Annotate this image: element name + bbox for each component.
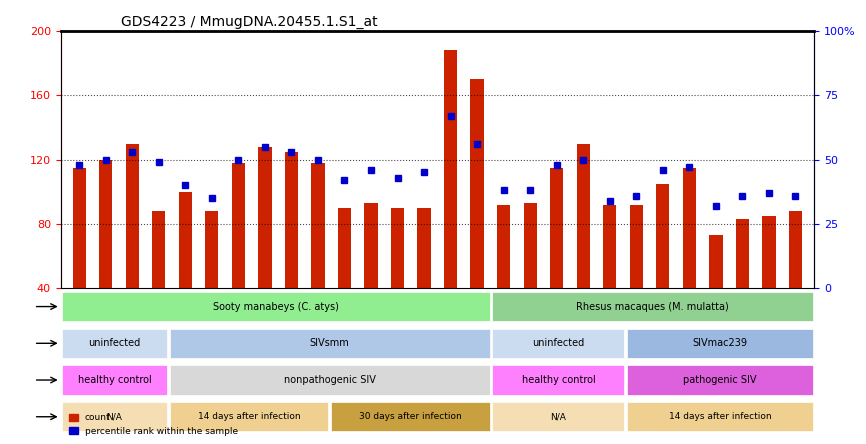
Bar: [603, 205, 617, 288]
Text: pathogenic SIV: pathogenic SIV: [683, 375, 757, 385]
Text: 14 days after infection: 14 days after infection: [197, 412, 301, 421]
Bar: [152, 211, 165, 288]
Text: healthy control: healthy control: [521, 375, 595, 385]
Text: Rhesus macaques (M. mulatta): Rhesus macaques (M. mulatta): [576, 301, 729, 312]
Bar: [762, 216, 776, 288]
Bar: [258, 147, 272, 288]
Bar: [232, 163, 245, 288]
Bar: [709, 235, 722, 288]
Bar: [391, 208, 404, 288]
FancyBboxPatch shape: [627, 329, 812, 358]
Text: 30 days after infection: 30 days after infection: [359, 412, 462, 421]
FancyBboxPatch shape: [493, 329, 624, 358]
FancyBboxPatch shape: [493, 402, 624, 432]
Bar: [73, 168, 86, 288]
FancyBboxPatch shape: [170, 329, 490, 358]
Bar: [682, 168, 696, 288]
Text: 14 days after infection: 14 days after infection: [669, 412, 772, 421]
FancyBboxPatch shape: [331, 402, 490, 432]
Text: GDS4223 / MmugDNA.20455.1.S1_at: GDS4223 / MmugDNA.20455.1.S1_at: [121, 15, 378, 29]
FancyBboxPatch shape: [493, 365, 624, 395]
Bar: [577, 143, 590, 288]
FancyBboxPatch shape: [170, 402, 328, 432]
Bar: [470, 79, 484, 288]
Text: nonpathogenic SIV: nonpathogenic SIV: [284, 375, 376, 385]
Text: uninfected: uninfected: [533, 338, 585, 348]
Text: N/A: N/A: [551, 412, 566, 421]
Bar: [656, 184, 669, 288]
Bar: [789, 211, 802, 288]
Bar: [338, 208, 351, 288]
Bar: [365, 203, 378, 288]
Bar: [417, 208, 430, 288]
Text: N/A: N/A: [107, 412, 122, 421]
Bar: [550, 168, 564, 288]
Text: SIVsmm: SIVsmm: [310, 338, 350, 348]
Text: Sooty manabeys (C. atys): Sooty manabeys (C. atys): [213, 301, 339, 312]
Text: healthy control: healthy control: [78, 375, 152, 385]
FancyBboxPatch shape: [627, 365, 812, 395]
Bar: [311, 163, 325, 288]
FancyBboxPatch shape: [62, 402, 167, 432]
Bar: [99, 160, 113, 288]
Bar: [178, 192, 192, 288]
FancyBboxPatch shape: [62, 365, 167, 395]
FancyBboxPatch shape: [62, 329, 167, 358]
Text: uninfected: uninfected: [88, 338, 140, 348]
Bar: [205, 211, 218, 288]
FancyBboxPatch shape: [627, 402, 812, 432]
Bar: [497, 205, 510, 288]
Text: SIVmac239: SIVmac239: [692, 338, 747, 348]
Legend: count, percentile rank within the sample: count, percentile rank within the sample: [65, 410, 242, 440]
Bar: [630, 205, 643, 288]
Bar: [736, 219, 749, 288]
FancyBboxPatch shape: [493, 292, 812, 321]
FancyBboxPatch shape: [170, 365, 490, 395]
Bar: [524, 203, 537, 288]
Bar: [444, 50, 457, 288]
Bar: [126, 143, 139, 288]
Bar: [285, 151, 298, 288]
FancyBboxPatch shape: [62, 292, 490, 321]
